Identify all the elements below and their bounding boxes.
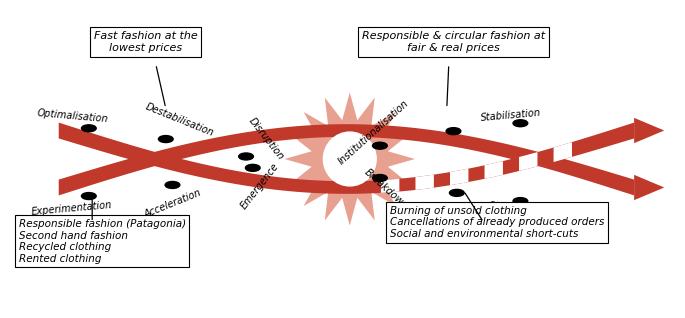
Polygon shape [519,152,538,171]
Circle shape [449,190,464,196]
Circle shape [373,142,387,149]
Polygon shape [59,124,634,195]
Circle shape [513,120,527,127]
Circle shape [245,164,260,171]
Circle shape [446,128,461,135]
Text: Emergence: Emergence [238,161,280,211]
Text: Disruption: Disruption [247,115,286,162]
Text: Responsible & circular fashion at
fair & real prices: Responsible & circular fashion at fair &… [362,31,545,53]
Text: Fast fashion at the
lowest prices: Fast fashion at the lowest prices [94,31,197,53]
Polygon shape [381,179,399,193]
Text: Phase out: Phase out [489,201,538,215]
Text: Responsible fashion (Patagonia)
Second hand fashion
Recycled clothing
Rented clo: Responsible fashion (Patagonia) Second h… [18,219,186,264]
Text: Breakdown: Breakdown [363,167,410,211]
Polygon shape [484,161,503,179]
Polygon shape [553,142,572,162]
Text: Stabilisation: Stabilisation [479,108,541,123]
Circle shape [165,182,180,189]
Polygon shape [450,169,469,185]
Polygon shape [634,118,664,143]
Polygon shape [59,123,634,194]
Polygon shape [284,93,415,225]
Polygon shape [416,175,434,190]
Text: Acceleration: Acceleration [142,188,203,220]
Ellipse shape [323,132,376,186]
Circle shape [82,125,96,132]
Circle shape [82,193,96,199]
Circle shape [373,175,387,182]
Circle shape [513,197,527,204]
Text: Optimalisation: Optimalisation [36,108,108,124]
Text: Experimentation: Experimentation [32,200,113,217]
Polygon shape [634,175,664,200]
Circle shape [238,153,253,160]
Text: Burning of unsold clothing
Cancellations of already produced orders
Social and e: Burning of unsold clothing Cancellations… [390,206,604,239]
Circle shape [158,135,173,142]
Text: Destabilisation: Destabilisation [143,101,215,138]
Text: Institutionalisation: Institutionalisation [336,98,410,166]
